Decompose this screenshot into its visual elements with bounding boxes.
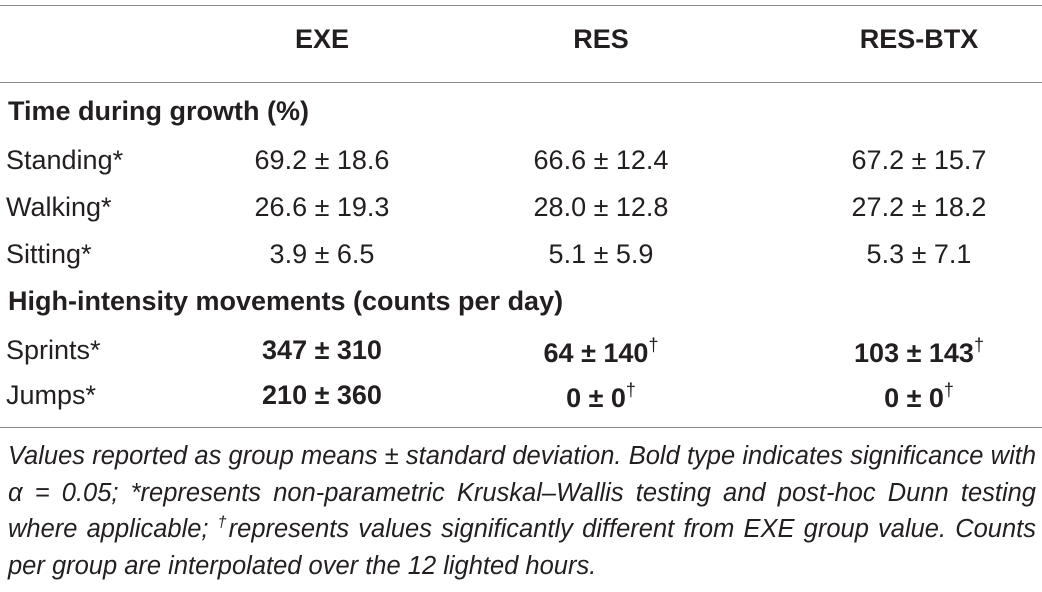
- footnote-part-1: Values reported as group means ± standar…: [8, 442, 1036, 543]
- cell-sprints-res-value: 64 ± 140: [543, 338, 649, 368]
- cell-sprints-res-btx-value: 103 ± 143: [854, 338, 974, 368]
- dagger-mark: †: [648, 335, 659, 355]
- dagger-mark: †: [625, 380, 636, 400]
- top-rule: [0, 5, 1042, 6]
- cell-walking-exe: 26.6 ± 19.3: [254, 192, 390, 222]
- cell-sprints-exe-value: 347 ± 310: [262, 335, 382, 365]
- cell-jumps-res-value: 0 ± 0: [566, 383, 626, 413]
- cell-jumps-exe: 210 ± 360: [192, 380, 452, 411]
- column-header-exe: EXE: [294, 24, 350, 54]
- row-label-jumps: Jumps*: [6, 380, 97, 410]
- footnote-dagger: †: [217, 514, 229, 531]
- dagger-mark: †: [973, 335, 984, 355]
- row-label-sitting: Sitting*: [6, 239, 92, 269]
- footnote-part-2: represents values significantly differen…: [8, 515, 1037, 580]
- column-header-res: RES: [573, 24, 629, 54]
- cell-jumps-res-btx: 0 ± 0†: [789, 380, 1042, 414]
- section-title-high-intensity: High-intensity movements (counts per day…: [8, 286, 564, 316]
- cell-standing-res: 66.6 ± 12.4: [533, 145, 669, 175]
- bottom-rule: [0, 427, 1042, 428]
- cell-sprints-exe: 347 ± 310: [192, 335, 452, 366]
- cell-sprints-res: 64 ± 140†: [471, 335, 731, 369]
- column-header-res-btx: RES-BTX: [859, 24, 979, 54]
- cell-sitting-exe: 3.9 ± 6.5: [269, 239, 375, 269]
- cell-walking-res: 28.0 ± 12.8: [533, 192, 669, 222]
- cell-standing-res-btx: 67.2 ± 15.7: [851, 145, 987, 175]
- cell-sprints-res-btx: 103 ± 143†: [789, 335, 1042, 369]
- section-title-time-during-growth: Time during growth (%): [8, 96, 309, 126]
- row-label-walking: Walking*: [6, 192, 112, 222]
- header-rule: [0, 82, 1042, 83]
- cell-walking-res-btx: 27.2 ± 18.2: [851, 192, 987, 222]
- dagger-mark: †: [943, 380, 954, 400]
- cell-sitting-res: 5.1 ± 5.9: [548, 239, 654, 269]
- row-label-sprints: Sprints*: [6, 335, 101, 365]
- cell-standing-exe: 69.2 ± 18.6: [254, 145, 390, 175]
- cell-jumps-res: 0 ± 0†: [471, 380, 731, 414]
- table-footnote: Values reported as group means ± standar…: [8, 438, 1036, 584]
- cell-jumps-res-btx-value: 0 ± 0: [884, 383, 944, 413]
- cell-jumps-exe-value: 210 ± 360: [262, 380, 382, 410]
- row-label-standing: Standing*: [6, 145, 124, 175]
- cell-sitting-res-btx: 5.3 ± 7.1: [866, 239, 972, 269]
